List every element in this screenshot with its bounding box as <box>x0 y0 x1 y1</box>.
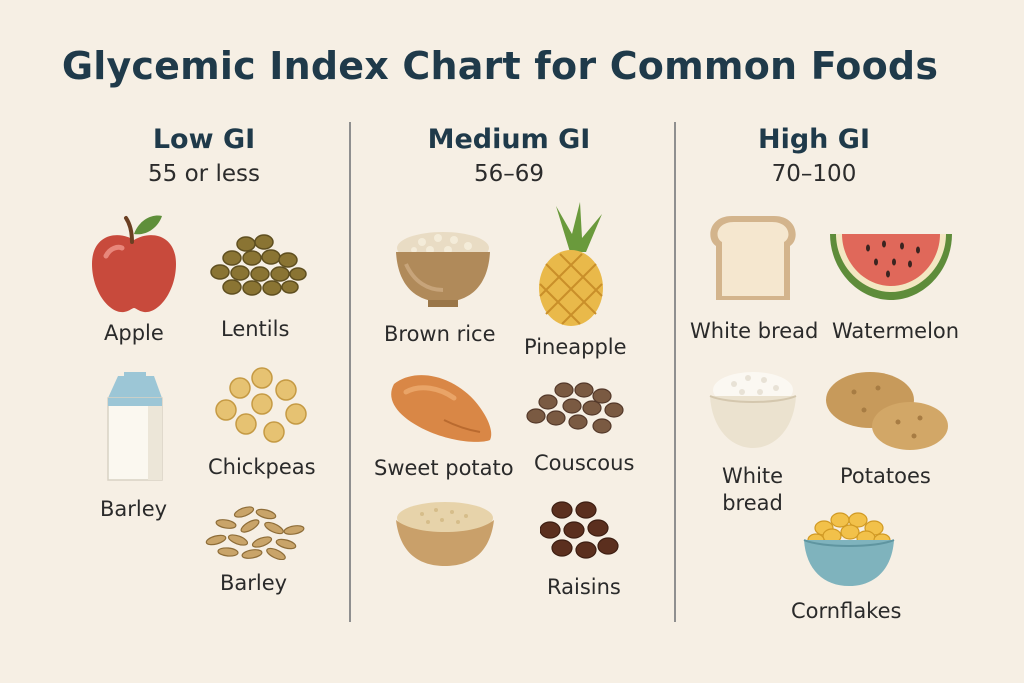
potatoes-icon <box>824 370 950 454</box>
raisins-icon <box>540 500 620 562</box>
food-label: White bread <box>722 464 784 515</box>
bread-slice-icon <box>708 212 798 304</box>
cornflakes-bowl-icon <box>802 508 896 588</box>
column-divider-2 <box>674 122 676 622</box>
milk-carton-icon <box>104 372 166 482</box>
food-label: Lentils <box>221 317 290 341</box>
column-divider-1 <box>349 122 351 622</box>
food-label: Cornflakes <box>791 599 902 623</box>
food-label: Potatoes <box>840 464 931 488</box>
column-low-gi-header: Low GI 55 or less <box>54 124 354 187</box>
apple-icon <box>88 212 180 316</box>
sweet-potato-icon <box>384 370 496 446</box>
food-label: Raisins <box>547 575 621 599</box>
food-label: Couscous <box>534 451 635 475</box>
food-label: White bread <box>690 319 819 343</box>
food-label: Brown rice <box>384 322 496 346</box>
food-label: Apple <box>104 321 164 345</box>
food-label: Barley <box>220 571 288 595</box>
food-label: Barley <box>100 497 168 521</box>
watermelon-icon <box>828 232 954 302</box>
column-range: 55 or less <box>148 161 260 187</box>
column-name: Low GI <box>152 124 256 155</box>
couscous-icon <box>526 380 626 436</box>
barley-grains-icon <box>204 504 308 560</box>
food-label: Chickpeas <box>208 455 316 479</box>
pineapple-icon <box>530 200 612 328</box>
column-name: High GI <box>757 124 870 155</box>
food-label: Watermelon <box>832 319 960 343</box>
page-title: Glycemic Index Chart for Common Foods <box>61 44 939 88</box>
column-name: Medium GI <box>427 124 591 155</box>
grain-bowl-icon <box>392 498 498 570</box>
column-range: 56–69 <box>473 161 545 187</box>
column-high-gi-header: High GI 70–100 <box>664 124 964 187</box>
brown-rice-bowl-icon <box>392 222 494 310</box>
food-label: Sweet potato <box>374 456 514 480</box>
food-label: Pineapple <box>524 335 627 359</box>
column-medium-gi-header: Medium GI 56–69 <box>359 124 659 187</box>
lentils-icon <box>208 232 308 298</box>
chickpeas-icon <box>212 366 308 446</box>
white-rice-bowl-icon <box>708 366 798 452</box>
column-range: 70–100 <box>771 161 857 187</box>
